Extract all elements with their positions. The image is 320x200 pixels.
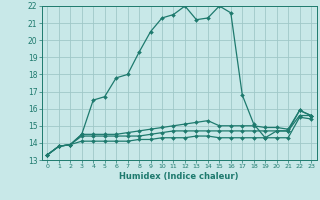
X-axis label: Humidex (Indice chaleur): Humidex (Indice chaleur) xyxy=(119,172,239,181)
